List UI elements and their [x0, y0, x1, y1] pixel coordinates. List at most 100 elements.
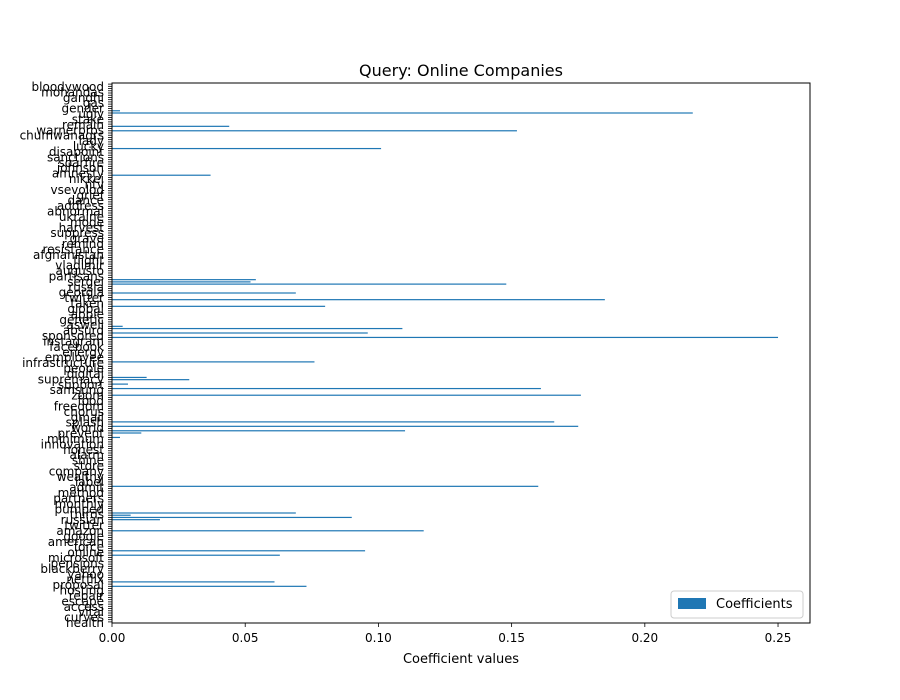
y-tick-label: chumwanagrs	[20, 129, 104, 143]
y-tick-label: ukraine	[59, 210, 104, 224]
y-tick-label: force	[74, 540, 104, 554]
y-tick-label: russia	[68, 280, 104, 294]
x-axis-ticks: 0.00 0.05 0.10 0.15 0.20 0.25	[99, 623, 792, 645]
y-tick-label: russian	[61, 513, 104, 527]
bar	[112, 376, 147, 379]
y-tick-label: georgia	[59, 286, 104, 300]
bar	[112, 325, 123, 327]
y-tick-label: infrastructure	[22, 356, 104, 370]
y-tick-label: escape	[61, 594, 104, 608]
y-tick-label: partisans	[49, 269, 104, 283]
y-tick-label: remain	[62, 118, 104, 132]
y-tick-label: genetic	[59, 313, 104, 327]
y-tick-label: gandhi	[63, 91, 104, 105]
y-tick-label: curves	[64, 611, 104, 625]
bar	[112, 436, 120, 439]
y-tick-label: nikkei	[69, 172, 104, 186]
y-tick-label: warnerbros	[36, 123, 104, 137]
bar	[112, 485, 539, 487]
y-tick-label: remind	[62, 237, 104, 251]
bar	[112, 112, 693, 114]
y-tick-label: pensions	[51, 556, 104, 570]
y-tick-label: freedom	[54, 399, 104, 413]
bar	[112, 125, 230, 127]
legend-box	[670, 590, 804, 619]
bar	[112, 379, 190, 381]
legend-label: Coefficients	[716, 597, 793, 612]
bar	[112, 394, 581, 396]
bar	[112, 421, 555, 423]
y-tick-label: chorus	[64, 405, 104, 419]
y-axis-ticks: bloodywoodmohandasgandhigasgenderuglysta…	[20, 80, 112, 630]
bar	[112, 292, 296, 294]
x-tick-label: 0.25	[765, 631, 792, 645]
y-tick-label: hosting	[60, 584, 104, 598]
y-tick-label: amnesty	[52, 167, 104, 181]
y-tick-label: partners	[53, 491, 104, 505]
legend-swatch	[678, 598, 706, 609]
bar	[112, 110, 120, 112]
y-tick-label: apple	[71, 307, 104, 321]
y-tick-label: grief	[77, 188, 105, 202]
bar	[112, 550, 366, 552]
y-tick-label: dance	[67, 194, 104, 208]
y-tick-label: microsoft	[48, 551, 104, 565]
bar	[112, 581, 275, 583]
y-tick-label: lady	[79, 134, 104, 148]
bar	[112, 130, 517, 132]
bar	[112, 174, 211, 176]
x-tick-label: 0.00	[99, 631, 126, 645]
y-tick-label: samsung	[50, 383, 104, 397]
y-tick-label: access	[64, 600, 104, 614]
bar	[112, 299, 605, 301]
y-tick-label: ntv	[85, 177, 104, 191]
y-tick-label: supremacy	[38, 372, 104, 386]
y-tick-label: aswell	[67, 318, 104, 332]
y-tick-label: afghanistan	[33, 248, 104, 262]
y-tick-label: mode	[70, 215, 104, 229]
y-tick-label: sergei	[67, 275, 104, 289]
y-tick-label: splash	[66, 416, 104, 430]
bar	[112, 327, 403, 330]
y-tick-label: bloodywood	[32, 80, 104, 94]
bar	[112, 430, 406, 432]
y-tick-label: suppress	[50, 226, 104, 240]
y-tick-label: gender	[61, 102, 104, 116]
y-tick-label: world	[71, 421, 104, 435]
y-tick-label: augusto	[56, 264, 104, 278]
y-tick-label: food	[77, 394, 104, 408]
bar	[112, 530, 424, 532]
y-tick-label: method	[58, 486, 104, 500]
y-tick-label: vital	[78, 605, 104, 619]
y-tick-label: resistance	[42, 242, 104, 256]
y-tick-label: wealthy	[57, 470, 104, 484]
y-tick-label: support	[58, 378, 104, 392]
bar	[112, 332, 368, 334]
y-tick-label: prevent	[58, 427, 105, 441]
y-tick-label: employee	[45, 351, 104, 365]
y-tick-label: disapoint	[49, 145, 104, 159]
bar	[112, 387, 541, 390]
bar	[112, 432, 142, 434]
y-tick-label: shine	[72, 454, 104, 468]
y-tick-label: admit	[69, 481, 104, 495]
y-tick-label: digital	[67, 367, 104, 381]
y-tick-label: sponsored	[42, 329, 104, 343]
bar	[112, 281, 251, 283]
bar	[112, 585, 307, 587]
y-tick-label: google	[63, 529, 104, 543]
chart-title: Query: Online Companies	[359, 61, 563, 80]
y-tick-label: sanctions	[47, 150, 104, 164]
bar	[112, 147, 382, 150]
y-tick-label: amazon	[56, 524, 104, 538]
y-tick-label: taken	[70, 297, 104, 311]
y-tick-label: mohandas	[41, 85, 104, 99]
y-tick-label: yahoo	[67, 567, 104, 581]
y-tick-label: harvest	[59, 221, 105, 235]
y-tick-label: ugly	[78, 107, 104, 121]
bar	[112, 425, 579, 427]
y-tick-label: abnormal	[47, 205, 104, 219]
y-tick-label: proposal	[52, 578, 104, 592]
y-tick-label: zoom	[71, 389, 104, 403]
